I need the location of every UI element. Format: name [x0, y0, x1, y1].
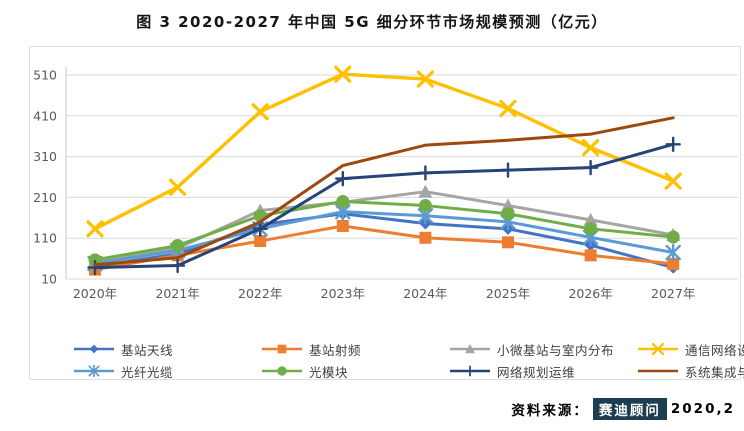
source-date: 2020,2 [670, 401, 735, 417]
legend-item-4: 通信网络设备 [636, 340, 744, 358]
legend-marker-star-icon [74, 364, 114, 378]
legend-marker-diamond-icon [74, 344, 114, 354]
x-axis-tick-label: 2020年 [73, 286, 117, 301]
legend-marker-square-icon [262, 344, 302, 354]
legend-marker-x-icon [638, 342, 678, 356]
legend-label: 基站射频 [309, 342, 362, 358]
legend-item-8: 系统集成与应用服务 [636, 362, 744, 380]
legend-label: 光纤光缆 [121, 364, 174, 380]
y-axis-tick-label: 110 [33, 231, 57, 246]
legend-marker-none-icon [638, 369, 678, 373]
y-axis-tick-label: 410 [33, 108, 57, 123]
legend-label: 通信网络设备 [685, 342, 744, 358]
legend-label: 小微基站与室内分布 [497, 342, 615, 358]
source-label: 资料来源： [511, 403, 589, 419]
legend-label: 基站天线 [121, 342, 174, 358]
x-axis-tick-label: 2021年 [155, 286, 199, 301]
x-axis-tick-label: 2027年 [651, 286, 695, 301]
x-axis-tick-label: 2024年 [403, 286, 447, 301]
series-7-line [87, 136, 681, 276]
chart-legend: 基站天线 基站射频 小微基站与室内分布 通信网络设备光纤光缆 光模块 网络规划运维 系统集成… [66, 340, 744, 382]
x-axis-tick-label: 2023年 [321, 286, 365, 301]
x-axis-tick-label: 2022年 [238, 286, 282, 301]
legend-item-7: 网络规划运维 [448, 362, 575, 380]
series-6-line [88, 194, 680, 267]
y-axis-tick-label: 210 [33, 190, 57, 205]
legend-item-2: 基站射频 [260, 340, 361, 358]
legend-label: 系统集成与应用服务 [685, 364, 744, 380]
legend-label: 网络规划运维 [497, 364, 576, 380]
y-axis-tick-label: 310 [33, 149, 57, 164]
y-axis-tick-label: 510 [33, 68, 57, 83]
source-note: 资料来源： 赛迪顾问 2020,2 [511, 398, 735, 420]
y-axis-tick-label: 10 [41, 272, 57, 287]
legend-label: 光模块 [309, 364, 349, 380]
legend-marker-circle-icon [262, 366, 302, 376]
series-4-line [86, 65, 682, 238]
source-publisher-badge: 赛迪顾问 [592, 398, 667, 420]
x-axis-tick-label: 2025年 [486, 286, 530, 301]
legend-marker-plus-icon [450, 365, 490, 377]
line-chart-plot-area: 10 110 210 310 410 510 2020年 2021年 2022年 2023年 202… [33, 65, 738, 301]
series-8-line [93, 116, 675, 267]
legend-item-5: 光纤光缆 [72, 362, 173, 380]
legend-marker-triangle-icon [450, 343, 490, 354]
legend-item-3: 小微基站与室内分布 [448, 340, 614, 358]
x-axis-tick-label: 2026年 [568, 286, 612, 301]
legend-item-1: 基站天线 [72, 340, 173, 358]
chart-title: 图 3 2020-2027 年中国 5G 细分环节市场规模预测（亿元） [136, 13, 608, 31]
legend-item-6: 光模块 [260, 362, 348, 380]
